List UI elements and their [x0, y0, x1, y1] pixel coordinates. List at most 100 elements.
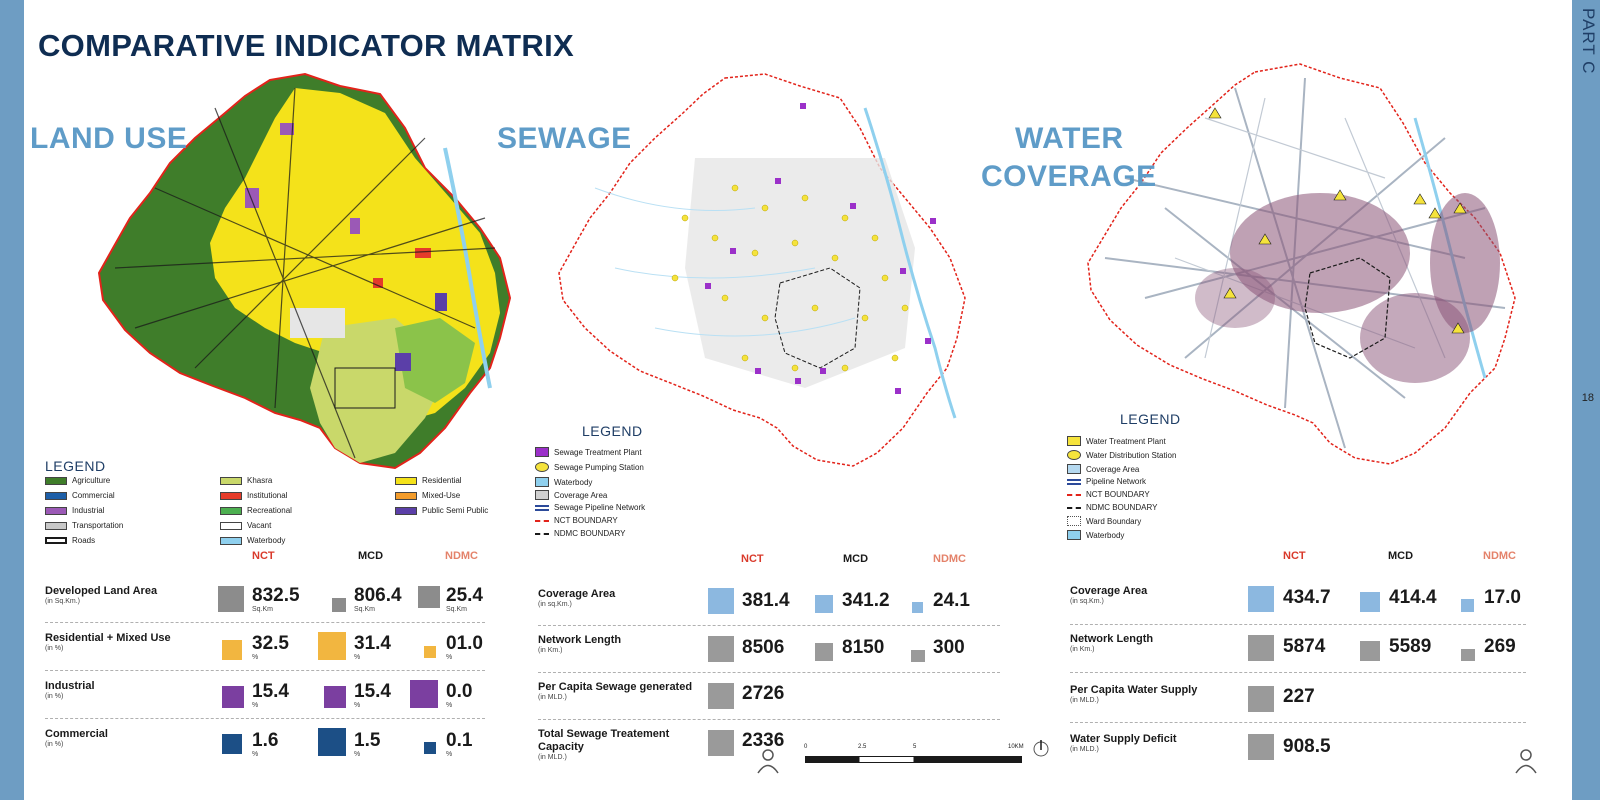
row-unit: (in Km.) — [1070, 646, 1095, 653]
legend-ward-boundary: Ward Boundary — [1067, 516, 1141, 526]
legend-sewage-pumping-station: Sewage Pumping Station — [535, 462, 644, 472]
pipe-icon — [1248, 635, 1274, 661]
shop-icon — [222, 734, 242, 754]
value-mcd: 31.4 — [354, 633, 391, 654]
value-unit: % — [354, 751, 361, 758]
value-ndmc: 17.0 — [1484, 587, 1521, 608]
value-nct: 434.7 — [1283, 587, 1331, 608]
legend-roads: Roads — [45, 536, 95, 545]
value-nct: 1.6 — [252, 730, 279, 751]
value-ndmc: 25.4 — [446, 585, 483, 606]
legend-commercial: Commercial — [45, 491, 115, 500]
value-unit: Sq.Km — [446, 606, 468, 613]
legend-industrial: Industrial — [45, 506, 104, 515]
drop-icon — [708, 588, 734, 614]
legend-sewage-pipeline: Sewage Pipeline Network — [535, 503, 645, 512]
left-accent-bar — [0, 0, 24, 800]
legend-coverage-area: Coverage Area — [535, 490, 607, 500]
water-title-line1: WATER — [1015, 122, 1124, 155]
value-unit: % — [252, 751, 259, 758]
legend-khasra: Khasra — [220, 476, 272, 485]
shop-icon — [424, 742, 436, 754]
legend-water-treatment-plant: Water Treatment Plant — [1067, 436, 1166, 446]
person-icon — [1515, 749, 1537, 774]
value-nct: 2726 — [742, 683, 785, 704]
value-ndmc: 24.1 — [933, 590, 970, 611]
water-coverage-map — [1087, 63, 1516, 465]
sewage-col-nct: NCT — [741, 553, 764, 565]
value-ndmc: 01.0 — [446, 633, 483, 654]
right-accent-bar: PART C — [1572, 0, 1600, 800]
value-unit: % — [446, 751, 453, 758]
row-divider — [45, 622, 485, 623]
value-nct: 227 — [1283, 686, 1315, 707]
row-label: Developed Land Area — [45, 585, 158, 597]
value-unit: % — [446, 702, 453, 709]
legend-vacant: Vacant — [220, 521, 271, 530]
row-unit: (in MLD.) — [538, 694, 567, 701]
legend-ndmc-boundary: NDMC BOUNDARY — [535, 529, 625, 538]
building-icon — [218, 586, 244, 612]
value-nct: 5874 — [1283, 636, 1326, 657]
legend-institutional: Institutional — [220, 491, 287, 500]
row-unit: (in MLD.) — [1070, 746, 1099, 753]
house-icon — [222, 640, 242, 660]
row-divider — [45, 670, 485, 671]
north-arrow-icon — [1033, 740, 1049, 757]
row-unit: (in Sq.Km.) — [45, 598, 81, 605]
legend-water-distribution-station: Water Distribution Station — [1067, 450, 1176, 460]
scale-label: 2.5 — [858, 744, 867, 750]
water-legend-title: LEGEND — [1120, 411, 1181, 427]
row-unit: (in %) — [45, 693, 64, 700]
row-label: Coverage Area — [538, 588, 616, 600]
value-unit: Sq.Km — [252, 606, 274, 613]
value-ndmc: 0.0 — [446, 681, 473, 702]
water-col-nct: NCT — [1283, 550, 1306, 562]
value-mcd: 5589 — [1389, 636, 1432, 657]
value-nct: 908.5 — [1283, 736, 1331, 757]
scale-label: 0 — [804, 744, 808, 750]
part-label: PART C — [1579, 8, 1598, 75]
sewage-col-ndmc: NDMC — [933, 553, 966, 565]
legend-waterbody: Waterbody — [220, 536, 285, 545]
factory-icon — [410, 680, 438, 708]
factory-icon — [222, 686, 244, 708]
water-col-mcd: MCD — [1388, 550, 1414, 562]
pipe-icon — [708, 636, 734, 662]
page-number: 18 — [1581, 392, 1594, 404]
legend-pipeline-network: Pipeline Network — [1067, 477, 1146, 486]
land-use-map — [97, 72, 512, 470]
legend-transportation: Transportation — [45, 521, 123, 530]
value-unit: % — [446, 654, 453, 661]
row-divider — [45, 718, 485, 719]
sewage-legend-title: LEGEND — [582, 423, 643, 439]
row-label: Commercial — [45, 728, 108, 740]
value-mcd: 341.2 — [842, 590, 890, 611]
value-unit: % — [252, 654, 259, 661]
legend-nct-boundary: NCT BOUNDARY — [535, 516, 618, 525]
row-label: Network Length — [538, 634, 622, 646]
value-nct: 2336 — [742, 730, 785, 751]
scale-label: 10KM — [1008, 744, 1024, 750]
building-icon — [332, 598, 346, 612]
land-use-col-ndmc: NDMC — [445, 550, 478, 562]
value-nct: 381.4 — [742, 590, 790, 611]
land-use-col-nct: NCT — [252, 550, 275, 562]
sewage-title: SEWAGE — [497, 122, 632, 155]
land-use-title: LAND USE — [30, 122, 188, 155]
legend-coverage-area: Coverage Area — [1067, 464, 1139, 474]
drop-icon — [1461, 599, 1474, 612]
row-divider — [538, 672, 1000, 673]
land-use-col-mcd: MCD — [358, 550, 384, 562]
value-unit: % — [252, 702, 259, 709]
value-unit: % — [354, 702, 361, 709]
row-unit: (in sq.Km.) — [538, 601, 572, 608]
value-mcd: 8150 — [842, 637, 885, 658]
value-unit: % — [354, 654, 361, 661]
drop-icon — [912, 602, 923, 613]
legend-nct-boundary: NCT BOUNDARY — [1067, 490, 1150, 499]
drop-icon — [1248, 586, 1274, 612]
value-nct: 8506 — [742, 637, 785, 658]
value-ndmc: 300 — [933, 637, 965, 658]
page-title: COMPARATIVE INDICATOR MATRIX — [38, 28, 574, 63]
